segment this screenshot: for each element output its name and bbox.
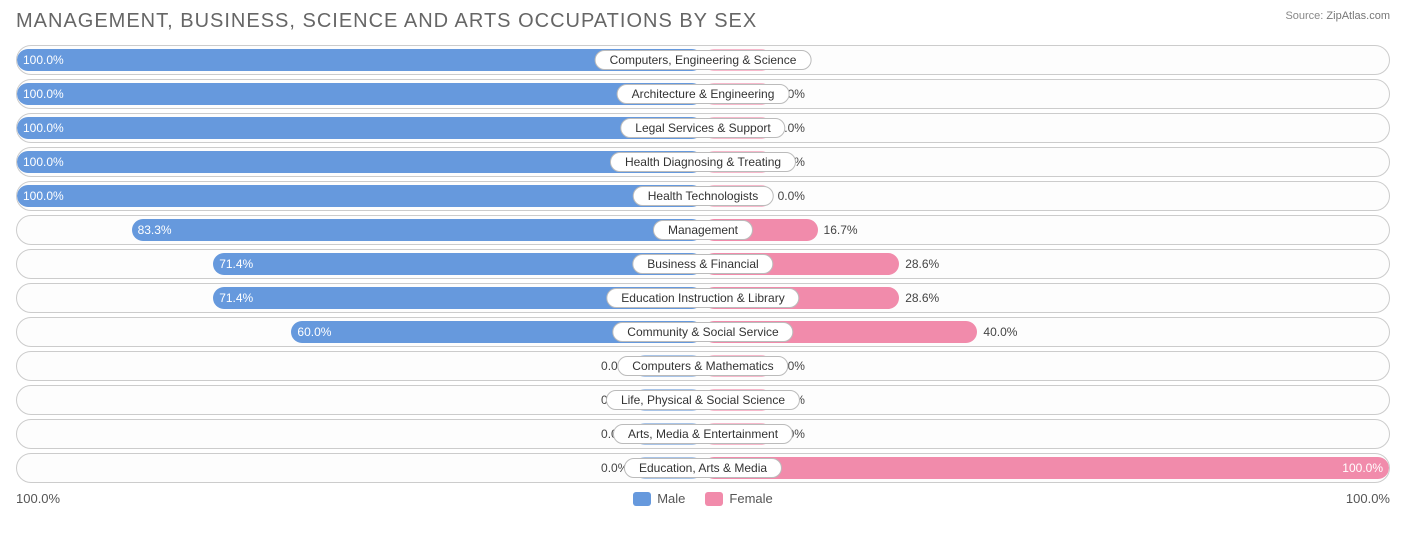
- category-label: Computers, Engineering & Science: [595, 50, 812, 70]
- source-attribution: Source: ZipAtlas.com: [1285, 10, 1390, 22]
- legend: Male Female: [633, 491, 773, 506]
- data-row: 0.0%0.0%Computers & Mathematics: [16, 351, 1390, 381]
- data-row: 100.0%0.0%Legal Services & Support: [16, 113, 1390, 143]
- data-row: 100.0%0.0%Computers, Engineering & Scien…: [16, 45, 1390, 75]
- male-value-label: 100.0%: [23, 87, 64, 101]
- category-label: Health Technologists: [633, 186, 774, 206]
- male-bar: 71.4%: [213, 253, 703, 275]
- category-label: Life, Physical & Social Science: [606, 390, 800, 410]
- male-bar: 100.0%: [17, 83, 703, 105]
- source-value: ZipAtlas.com: [1326, 10, 1390, 22]
- female-bar: 100.0%: [703, 457, 1389, 479]
- male-value-label: 100.0%: [23, 155, 64, 169]
- axis-right-label: 100.0%: [1346, 491, 1390, 506]
- chart-header: MANAGEMENT, BUSINESS, SCIENCE AND ARTS O…: [16, 10, 1390, 33]
- male-value-label: 100.0%: [23, 121, 64, 135]
- female-value-label: 28.6%: [905, 257, 939, 271]
- female-value-label: 40.0%: [983, 325, 1017, 339]
- male-value-label: 100.0%: [23, 189, 64, 203]
- male-value-label: 100.0%: [23, 53, 64, 67]
- category-label: Computers & Mathematics: [617, 356, 788, 376]
- category-label: Architecture & Engineering: [617, 84, 790, 104]
- male-value-label: 71.4%: [219, 291, 253, 305]
- category-label: Community & Social Service: [612, 322, 793, 342]
- data-row: 71.4% 28.6% Education Instruction & Librar…: [16, 283, 1390, 313]
- legend-male: Male: [633, 491, 685, 506]
- data-row: 0.0%0.0%Life, Physical & Social Science: [16, 385, 1390, 415]
- data-row: 0.0%100.0%Education, Arts & Media: [16, 453, 1390, 483]
- legend-male-label: Male: [657, 491, 685, 506]
- data-row: 100.0%0.0%Architecture & Engineering: [16, 79, 1390, 109]
- legend-female-label: Female: [729, 491, 772, 506]
- category-label: Management: [653, 220, 753, 240]
- data-row: 100.0%0.0%Health Diagnosing & Treating: [16, 147, 1390, 177]
- chart-footer: 100.0% Male Female 100.0%: [16, 491, 1390, 506]
- male-bar: 100.0%: [17, 117, 703, 139]
- male-value-label: 60.0%: [297, 325, 331, 339]
- data-row: 60.0% 40.0% Community & Social Service: [16, 317, 1390, 347]
- category-label: Legal Services & Support: [620, 118, 785, 138]
- category-label: Health Diagnosing & Treating: [610, 152, 796, 172]
- female-value-label: 28.6%: [905, 291, 939, 305]
- chart-title: MANAGEMENT, BUSINESS, SCIENCE AND ARTS O…: [16, 10, 757, 33]
- category-label: Education Instruction & Library: [606, 288, 799, 308]
- male-bar: 100.0%: [17, 185, 703, 207]
- category-label: Business & Financial: [632, 254, 773, 274]
- data-row: 83.3% 16.7% Management: [16, 215, 1390, 245]
- category-label: Arts, Media & Entertainment: [613, 424, 793, 444]
- male-bar: 83.3%: [132, 219, 703, 241]
- legend-female: Female: [705, 491, 772, 506]
- female-value-label: 16.7%: [824, 223, 858, 237]
- male-swatch-icon: [633, 492, 651, 506]
- male-value-label: 71.4%: [219, 257, 253, 271]
- source-label: Source:: [1285, 10, 1323, 22]
- data-row: 100.0% 0.0% Health Technologists: [16, 181, 1390, 211]
- category-label: Education, Arts & Media: [624, 458, 782, 478]
- axis-left-label: 100.0%: [16, 491, 60, 506]
- chart-body: 100.0% 0.0% Computers, Engineering & Scien…: [16, 45, 1390, 483]
- data-row: 71.4% 28.6% Business & Financial: [16, 249, 1390, 279]
- male-bar: 100.0%: [17, 151, 703, 173]
- female-value-label: 0.0%: [778, 189, 805, 203]
- data-row: 0.0%0.0%Arts, Media & Entertainment: [16, 419, 1390, 449]
- female-value-label: 100.0%: [1342, 461, 1383, 475]
- female-swatch-icon: [705, 492, 723, 506]
- male-value-label: 83.3%: [138, 223, 172, 237]
